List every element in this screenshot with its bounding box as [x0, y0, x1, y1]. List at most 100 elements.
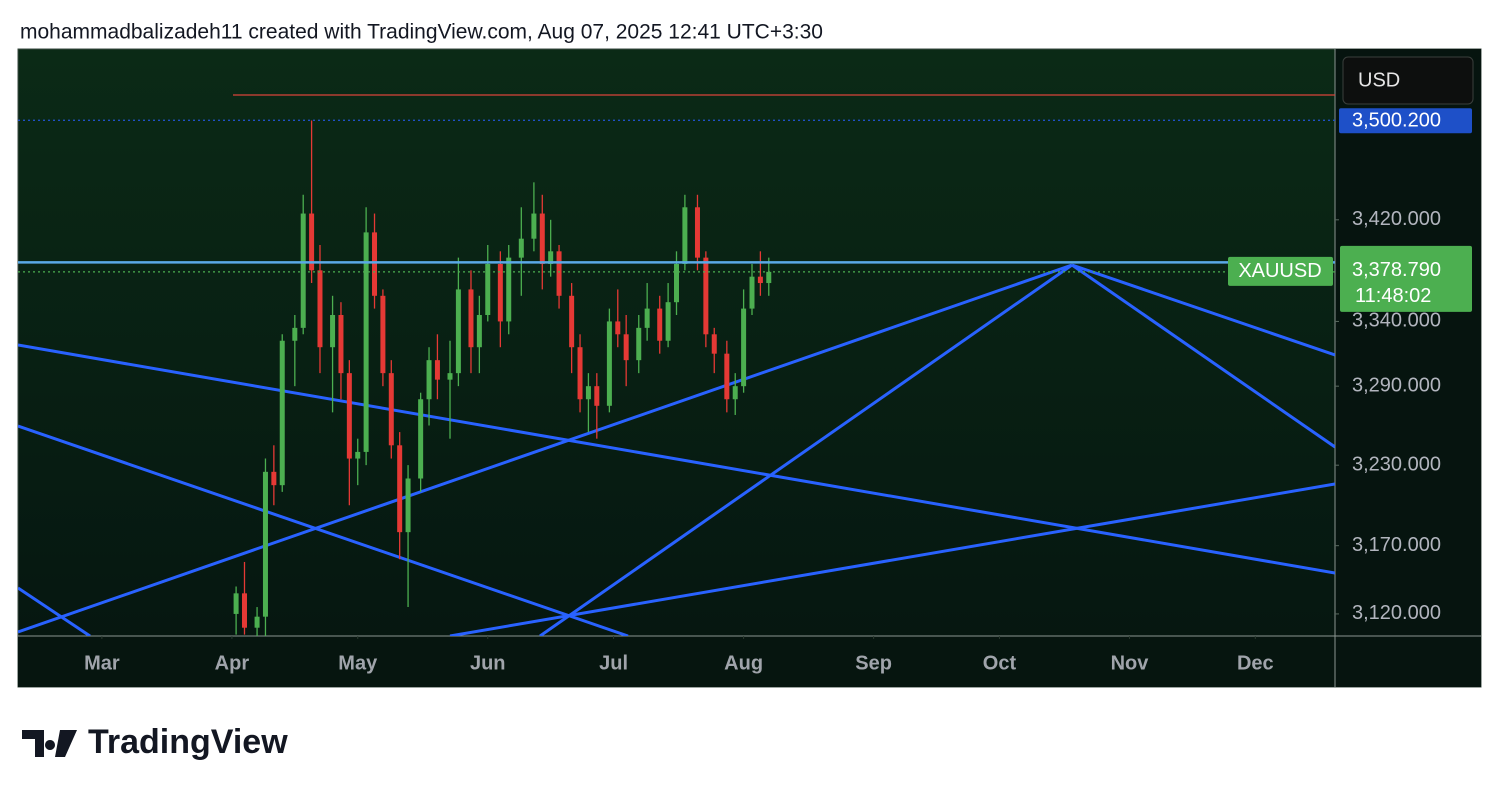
logo-icon [22, 730, 77, 757]
price-axis [1335, 49, 1481, 687]
candle-body [434, 360, 440, 380]
candle-body [703, 257, 709, 335]
candle-body [694, 207, 700, 258]
candle-body [711, 334, 717, 354]
y-tick-label: 3,420.000 [1352, 208, 1441, 230]
candle-body [330, 315, 336, 348]
x-tick-label: Oct [983, 652, 1017, 674]
x-tick-label: Nov [1111, 652, 1150, 674]
candle-body [271, 471, 277, 486]
x-tick-label: Mar [84, 652, 120, 674]
candle-body [388, 373, 394, 446]
candle-body [506, 257, 512, 322]
header: mohammadbalizadeh11 created with Trading… [20, 21, 823, 44]
candle-body [254, 616, 260, 628]
candle-body [665, 302, 671, 341]
trend-line [1071, 263, 1335, 449]
candle-body [380, 295, 386, 374]
candle-body [338, 315, 344, 374]
x-tick-label: Jun [470, 652, 506, 674]
time-axis [18, 636, 1335, 687]
trend-line [18, 586, 91, 636]
candle-body [741, 308, 747, 387]
trend-line [539, 263, 1073, 636]
candle-body [594, 386, 600, 406]
countdown: 11:48:02 [1355, 285, 1431, 307]
candle-body [447, 373, 453, 380]
candle-body [300, 213, 306, 328]
price-badge [1339, 108, 1472, 134]
candle-body [606, 321, 612, 406]
candle-body [476, 315, 482, 348]
candle-body [657, 308, 663, 341]
candle-body [569, 295, 575, 348]
candle-body [455, 289, 461, 374]
candle-body [292, 327, 298, 341]
candle-body [279, 340, 285, 486]
candle-body [518, 238, 524, 258]
candle-body [468, 289, 474, 348]
candle-body [623, 334, 629, 361]
trend-line [449, 482, 1335, 636]
y-tick-label: 3,340.000 [1352, 310, 1441, 332]
price-badge-label: 3,500.200 [1352, 110, 1441, 132]
last-price-badge [1340, 245, 1472, 312]
candle-body [548, 251, 554, 264]
candle-body [497, 263, 503, 322]
candle-body [241, 593, 247, 628]
candle-body [418, 399, 424, 479]
chart-panel [17, 48, 1482, 688]
logo: TradingView [22, 723, 288, 761]
symbol-label: XAUUSD [1238, 260, 1321, 282]
logo-text: TradingView [88, 723, 288, 761]
trend-lines [18, 263, 1335, 636]
candle-body [539, 213, 545, 264]
candle-body [636, 327, 642, 361]
trend-line [18, 424, 629, 636]
candle-body [372, 232, 378, 296]
currency: USD [1358, 69, 1400, 91]
x-tick-label: Apr [215, 652, 250, 674]
y-tick-label: 3,170.000 [1352, 534, 1441, 556]
y-tick-label: 3,290.000 [1352, 374, 1441, 396]
candle-body [577, 347, 583, 400]
candle-body [674, 263, 679, 303]
candle-body [426, 360, 432, 400]
candle-body [262, 471, 268, 617]
candle-body [644, 308, 650, 328]
symbol-badge [1228, 256, 1333, 286]
candle-body [615, 321, 621, 335]
candle-body [556, 251, 562, 296]
candle-body [317, 270, 323, 348]
x-tick-label: May [338, 652, 378, 674]
trend-line [18, 263, 1073, 634]
candle-body [405, 478, 411, 533]
candle-body [309, 213, 315, 271]
candle-body [485, 263, 491, 316]
last-price-label: 3,378.790 [1352, 259, 1441, 281]
candle-body [585, 386, 591, 400]
plot-area [18, 94, 1335, 636]
x-tick-label: Aug [724, 652, 763, 674]
x-tick-label: Jul [599, 652, 628, 674]
x-tick-label: Sep [855, 652, 892, 674]
y-tick-label: 3,120.000 [1352, 602, 1441, 624]
candle-body [766, 271, 772, 284]
currency-box[interactable] [1342, 56, 1474, 105]
candle-body [363, 232, 369, 452]
y-tick-label: 3,230.000 [1352, 453, 1441, 475]
candle-body [757, 276, 763, 284]
candle-body [233, 593, 239, 614]
x-tick-label: Dec [1237, 652, 1274, 674]
candle-body [724, 353, 730, 400]
candle-body [749, 276, 755, 309]
candle-body [346, 373, 352, 459]
trend-line [18, 343, 1335, 575]
candle-body [355, 451, 361, 459]
candle-body [682, 207, 688, 264]
candle-body [531, 213, 537, 239]
candle-body [732, 386, 738, 400]
candle-body [397, 445, 403, 533]
